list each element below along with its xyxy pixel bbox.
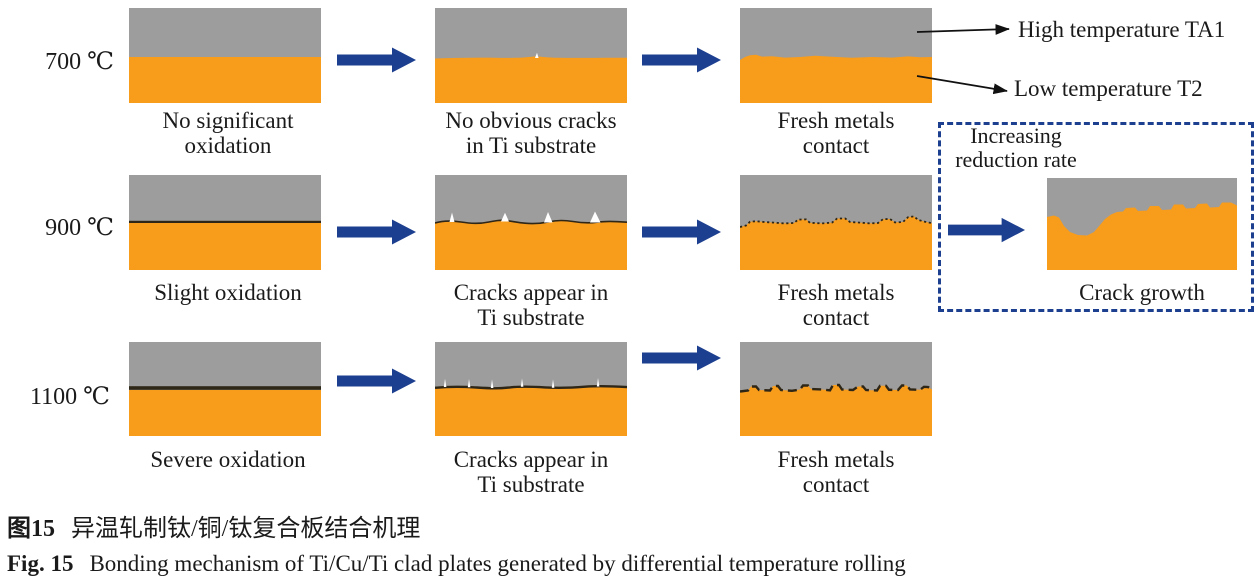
figure-caption-zh: 图15 异温轧制钛/铜/钛复合板结合机理 (7, 508, 420, 543)
panel-1100-bonded (740, 342, 932, 436)
broken-oxide-line (740, 383, 932, 393)
process-arrow-icon (337, 368, 416, 394)
crack (443, 378, 447, 387)
crack-growth-box (938, 122, 1254, 312)
broken-oxide-line (740, 215, 932, 228)
caption-700-stage2: No obvious cracks in Ti substrate (445, 108, 617, 158)
caption-700-stage3: Fresh metals contact (777, 108, 895, 158)
caption-700-stage1: No significant oxidation (162, 108, 294, 158)
panel-700-bonded (740, 8, 932, 103)
panel-900-heated (129, 175, 321, 270)
cu-layer (129, 223, 321, 270)
layer-label-high-temp: High temperature TA1 (1018, 17, 1226, 42)
oxide-line (129, 220, 321, 223)
figure-number-zh: 图15 (7, 516, 55, 542)
figure-title-zh: 异温轧制钛/铜/钛复合板结合机理 (71, 516, 421, 542)
panel-1100-heated (129, 342, 321, 436)
crack (596, 378, 600, 387)
process-arrow-icon (337, 219, 416, 245)
panel-1100-rolled (435, 342, 627, 436)
temperature-label-1100: 1100 ℃ (30, 384, 110, 410)
cu-layer (435, 56, 627, 103)
crack (520, 378, 524, 387)
panel-900-rolled (435, 175, 627, 270)
crack (590, 211, 601, 223)
caption-1100-stage2: Cracks appear in Ti substrate (453, 447, 609, 497)
caption-900-stage3: Fresh metals contact (777, 280, 895, 330)
process-arrow-icon (948, 217, 1026, 243)
panel-900-crack-growth (1047, 178, 1237, 270)
temperature-label-700: 700 ℃ (45, 49, 114, 75)
panel-700-rolled (435, 8, 627, 103)
cu-layer (435, 386, 627, 436)
oxide-line (129, 386, 321, 390)
caption-900-stage1: Slight oxidation (154, 280, 302, 305)
caption-900-stage4: Crack growth (1079, 280, 1205, 305)
cu-layer (1047, 202, 1237, 270)
panel-900-bonded (740, 175, 932, 270)
process-arrow-icon (642, 219, 721, 245)
caption-1100-stage3: Fresh metals contact (777, 447, 895, 497)
micro-crack (535, 52, 539, 58)
crack (501, 212, 509, 222)
layer-pointer-arrows-icon (916, 24, 1010, 95)
crack (490, 379, 494, 388)
crack (467, 379, 471, 388)
oxide-line (435, 219, 627, 225)
crack (544, 212, 553, 223)
caption-1100-stage1: Severe oxidation (150, 447, 306, 472)
process-arrow-icon (337, 47, 416, 73)
process-arrow-icon (642, 47, 721, 73)
cu-layer (740, 385, 932, 436)
reduction-rate-note: Increasing reduction rate (955, 123, 1077, 172)
cu-layer (129, 57, 321, 103)
figure-number-en: Fig. 15 (7, 551, 74, 576)
panel-700-heated (129, 8, 321, 103)
cu-layer (740, 54, 932, 103)
cu-layer (435, 220, 627, 270)
process-arrow-icon (642, 345, 721, 371)
caption-900-stage2: Cracks appear in Ti substrate (453, 280, 609, 330)
cu-layer (129, 390, 321, 436)
crack (551, 379, 555, 388)
crack (449, 212, 455, 222)
temperature-label-900: 900 ℃ (45, 215, 114, 241)
figure-caption-en: Fig. 15 Bonding mechanism of Ti/Cu/Ti cla… (7, 551, 906, 577)
oxide-line (435, 385, 627, 390)
cu-layer (740, 216, 932, 270)
layer-label-low-temp: Low temperature T2 (1014, 76, 1203, 101)
figure-title-en: Bonding mechanism of Ti/Cu/Ti clad plate… (89, 551, 906, 576)
